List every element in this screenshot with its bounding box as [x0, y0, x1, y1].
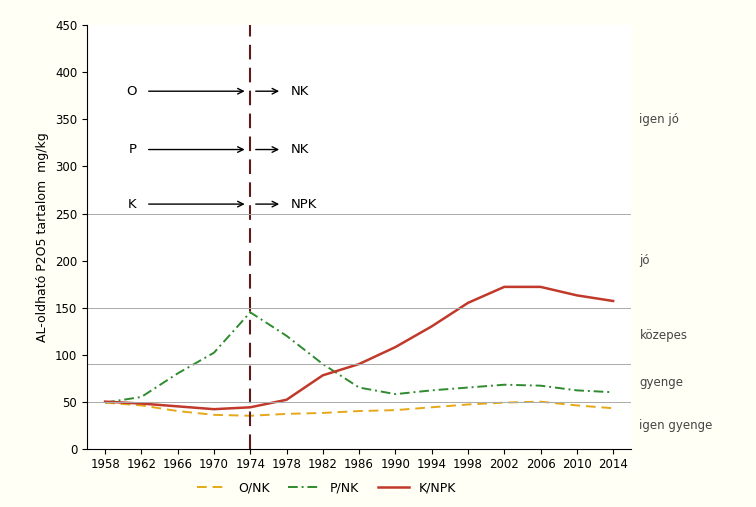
Text: NK: NK: [291, 85, 309, 98]
Text: NPK: NPK: [291, 198, 318, 210]
Text: O: O: [126, 85, 137, 98]
Text: igen jó: igen jó: [640, 113, 680, 126]
Y-axis label: AL-oldható P2O5 tartalom  mg/kg: AL-oldható P2O5 tartalom mg/kg: [36, 132, 49, 342]
Text: K: K: [129, 198, 137, 210]
Text: közepes: közepes: [640, 330, 687, 342]
Legend: O/NK, P/NK, K/NPK: O/NK, P/NK, K/NPK: [192, 477, 461, 499]
Text: jó: jó: [640, 254, 650, 267]
Text: igen gyenge: igen gyenge: [640, 419, 713, 431]
Text: gyenge: gyenge: [640, 376, 683, 389]
Text: P: P: [129, 143, 137, 156]
Text: NK: NK: [291, 143, 309, 156]
